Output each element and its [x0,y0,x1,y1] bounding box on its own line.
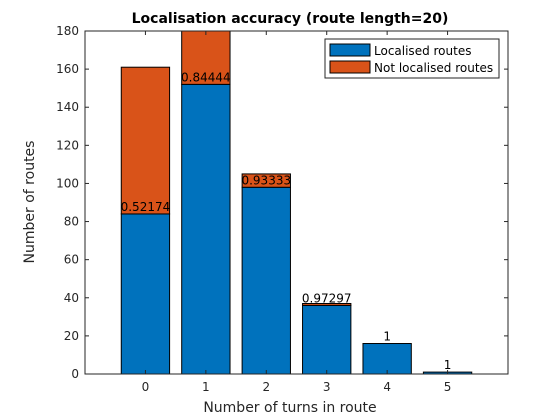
legend: Localised routes Not localised routes [325,39,499,78]
y-tick-label: 40 [64,291,79,305]
bar-not-localised-0 [121,67,169,214]
y-tick-label: 180 [56,24,79,38]
data-label-3: 0.97297 [302,291,352,305]
x-tick-label: 0 [142,380,150,394]
y-tick-label: 100 [56,176,79,190]
x-tick-label: 4 [383,380,391,394]
legend-swatch-localised [330,44,370,56]
bar-localised-2 [242,187,290,374]
bar-localised-4 [363,344,411,374]
x-axis-label: Number of turns in route [203,400,376,416]
y-axis-label: Number of routes [22,141,38,264]
data-label-1: 0.84444 [181,70,231,84]
bar-localised-3 [303,305,351,374]
legend-label-not-localised: Not localised routes [374,61,493,75]
x-tick-label: 5 [444,380,452,394]
y-tick-label: 20 [64,329,79,343]
x-tick-label: 1 [202,380,210,394]
data-label-4: 1 [383,330,391,344]
y-tick-label: 140 [56,100,79,114]
chart-title: Localisation accuracy (route length=20) [132,11,449,27]
data-label-2: 0.93333 [241,173,291,187]
data-label-0: 0.52174 [121,200,171,214]
y-tick-label: 60 [64,253,79,267]
data-label-5: 1 [444,358,452,372]
x-tick-label: 2 [262,380,270,394]
bar-localised-1 [182,84,230,374]
legend-label-localised: Localised routes [374,44,471,58]
y-tick-label: 80 [64,215,79,229]
bar-localised-0 [121,214,169,374]
y-tick-label: 0 [71,367,79,381]
y-tick-label: 160 [56,62,79,76]
bars-group [121,31,471,374]
x-tick-label: 3 [323,380,331,394]
legend-swatch-not-localised [330,61,370,73]
y-tick-label: 120 [56,138,79,152]
